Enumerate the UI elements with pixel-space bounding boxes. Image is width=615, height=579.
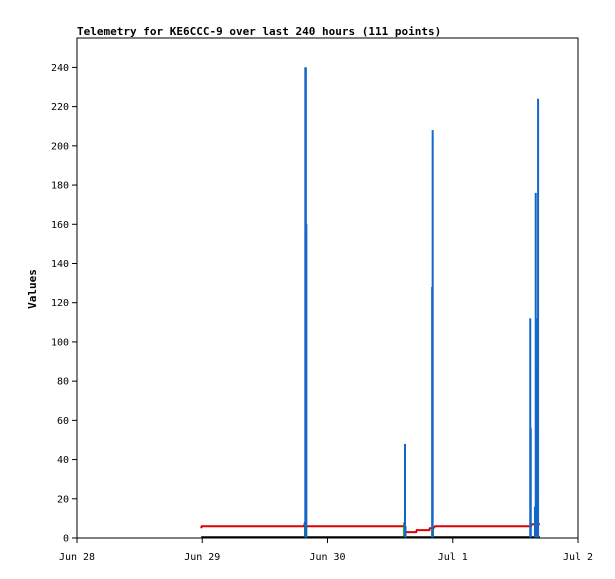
y-tick-label: 0 bbox=[63, 534, 69, 545]
y-tick-label: 240 bbox=[51, 63, 69, 74]
y-tick-label: 60 bbox=[57, 416, 69, 427]
series-line-1 bbox=[200, 521, 540, 534]
y-tick-label: 140 bbox=[51, 259, 69, 270]
chart-title: Telemetry for KE6CCC-9 over last 240 hou… bbox=[77, 25, 441, 38]
y-tick-label: 20 bbox=[57, 494, 69, 505]
x-tick-label: Jul 2 bbox=[563, 552, 593, 563]
y-tick-label: 40 bbox=[57, 455, 69, 466]
y-tick-label: 200 bbox=[51, 141, 69, 152]
y-tick-label: 220 bbox=[51, 102, 69, 113]
x-tick-label: Jun 30 bbox=[309, 552, 345, 563]
y-tick-label: 100 bbox=[51, 337, 69, 348]
y-tick-label: 80 bbox=[57, 377, 69, 388]
x-tick-label: Jul 1 bbox=[438, 552, 468, 563]
plot-frame bbox=[76, 37, 579, 539]
x-tick-label: Jun 28 bbox=[59, 552, 95, 563]
x-tick-label: Jun 29 bbox=[184, 552, 220, 563]
axes: 0 20 40 60 80 100 120 140 160 180 200 220 240 Jun 28 J… bbox=[51, 37, 593, 563]
y-tick-label: 180 bbox=[51, 181, 69, 192]
y-axis-label: Values bbox=[26, 269, 39, 309]
y-tick-label: 160 bbox=[51, 220, 69, 231]
plot-area bbox=[200, 67, 540, 539]
y-tick-label: 120 bbox=[51, 298, 69, 309]
